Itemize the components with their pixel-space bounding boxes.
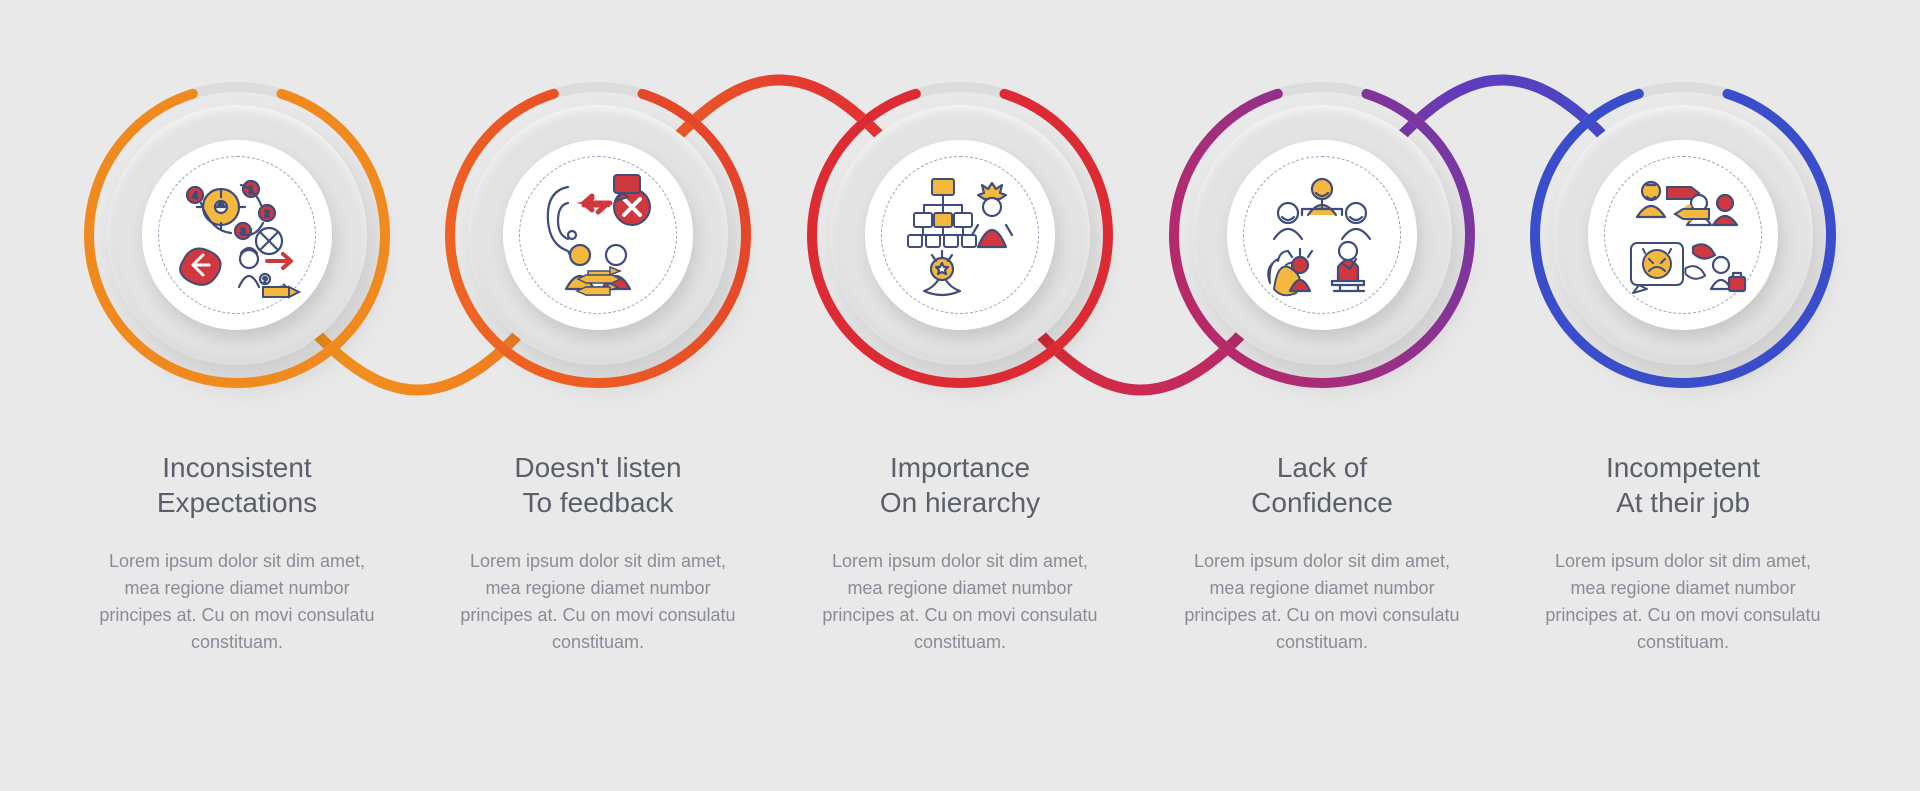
step-body: Lorem ipsum dolor sit dim amet, mea regi… [87, 548, 387, 656]
step-node-importance-on-hierarchy [805, 80, 1115, 390]
infographic-canvas: 1 2 3 4 ? [0, 0, 1920, 791]
importance-on-hierarchy-icon [890, 165, 1030, 305]
svg-text:4: 4 [192, 191, 198, 202]
inner-disc [1588, 140, 1778, 330]
step-label-doesnt-listen-to-feedback: Doesn't listen To feedback Lorem ipsum d… [448, 450, 748, 656]
step-title: Doesn't listen To feedback [448, 450, 748, 520]
step-label-importance-on-hierarchy: Importance On hierarchy Lorem ipsum dolo… [810, 450, 1110, 656]
step-node-doesnt-listen-to-feedback [443, 80, 753, 390]
incompetent-at-their-job-icon [1613, 165, 1753, 305]
svg-text:?: ? [263, 276, 268, 285]
inconsistent-expectations-icon: 1 2 3 4 ? [167, 165, 307, 305]
step-title: Lack of Confidence [1172, 450, 1472, 520]
step-body: Lorem ipsum dolor sit dim amet, mea regi… [1533, 548, 1833, 656]
step-body: Lorem ipsum dolor sit dim amet, mea regi… [810, 548, 1110, 656]
inner-disc [503, 140, 693, 330]
lack-of-confidence-icon [1252, 165, 1392, 305]
step-node-incompetent-at-their-job [1528, 80, 1838, 390]
step-body: Lorem ipsum dolor sit dim amet, mea regi… [1172, 548, 1472, 656]
step-node-inconsistent-expectations: 1 2 3 4 ? [82, 80, 392, 390]
svg-text:2: 2 [264, 209, 270, 220]
step-label-incompetent-at-their-job: Incompetent At their job Lorem ipsum dol… [1533, 450, 1833, 656]
step-title: Importance On hierarchy [810, 450, 1110, 520]
svg-text:3: 3 [240, 227, 246, 238]
step-body: Lorem ipsum dolor sit dim amet, mea regi… [448, 548, 748, 656]
step-label-inconsistent-expectations: Inconsistent Expectations Lorem ipsum do… [87, 450, 387, 656]
step-title: Inconsistent Expectations [87, 450, 387, 520]
step-label-lack-of-confidence: Lack of Confidence Lorem ipsum dolor sit… [1172, 450, 1472, 656]
step-node-lack-of-confidence [1167, 80, 1477, 390]
step-title: Incompetent At their job [1533, 450, 1833, 520]
doesnt-listen-to-feedback-icon [528, 165, 668, 305]
inner-disc [865, 140, 1055, 330]
inner-disc: 1 2 3 4 ? [142, 140, 332, 330]
inner-disc [1227, 140, 1417, 330]
